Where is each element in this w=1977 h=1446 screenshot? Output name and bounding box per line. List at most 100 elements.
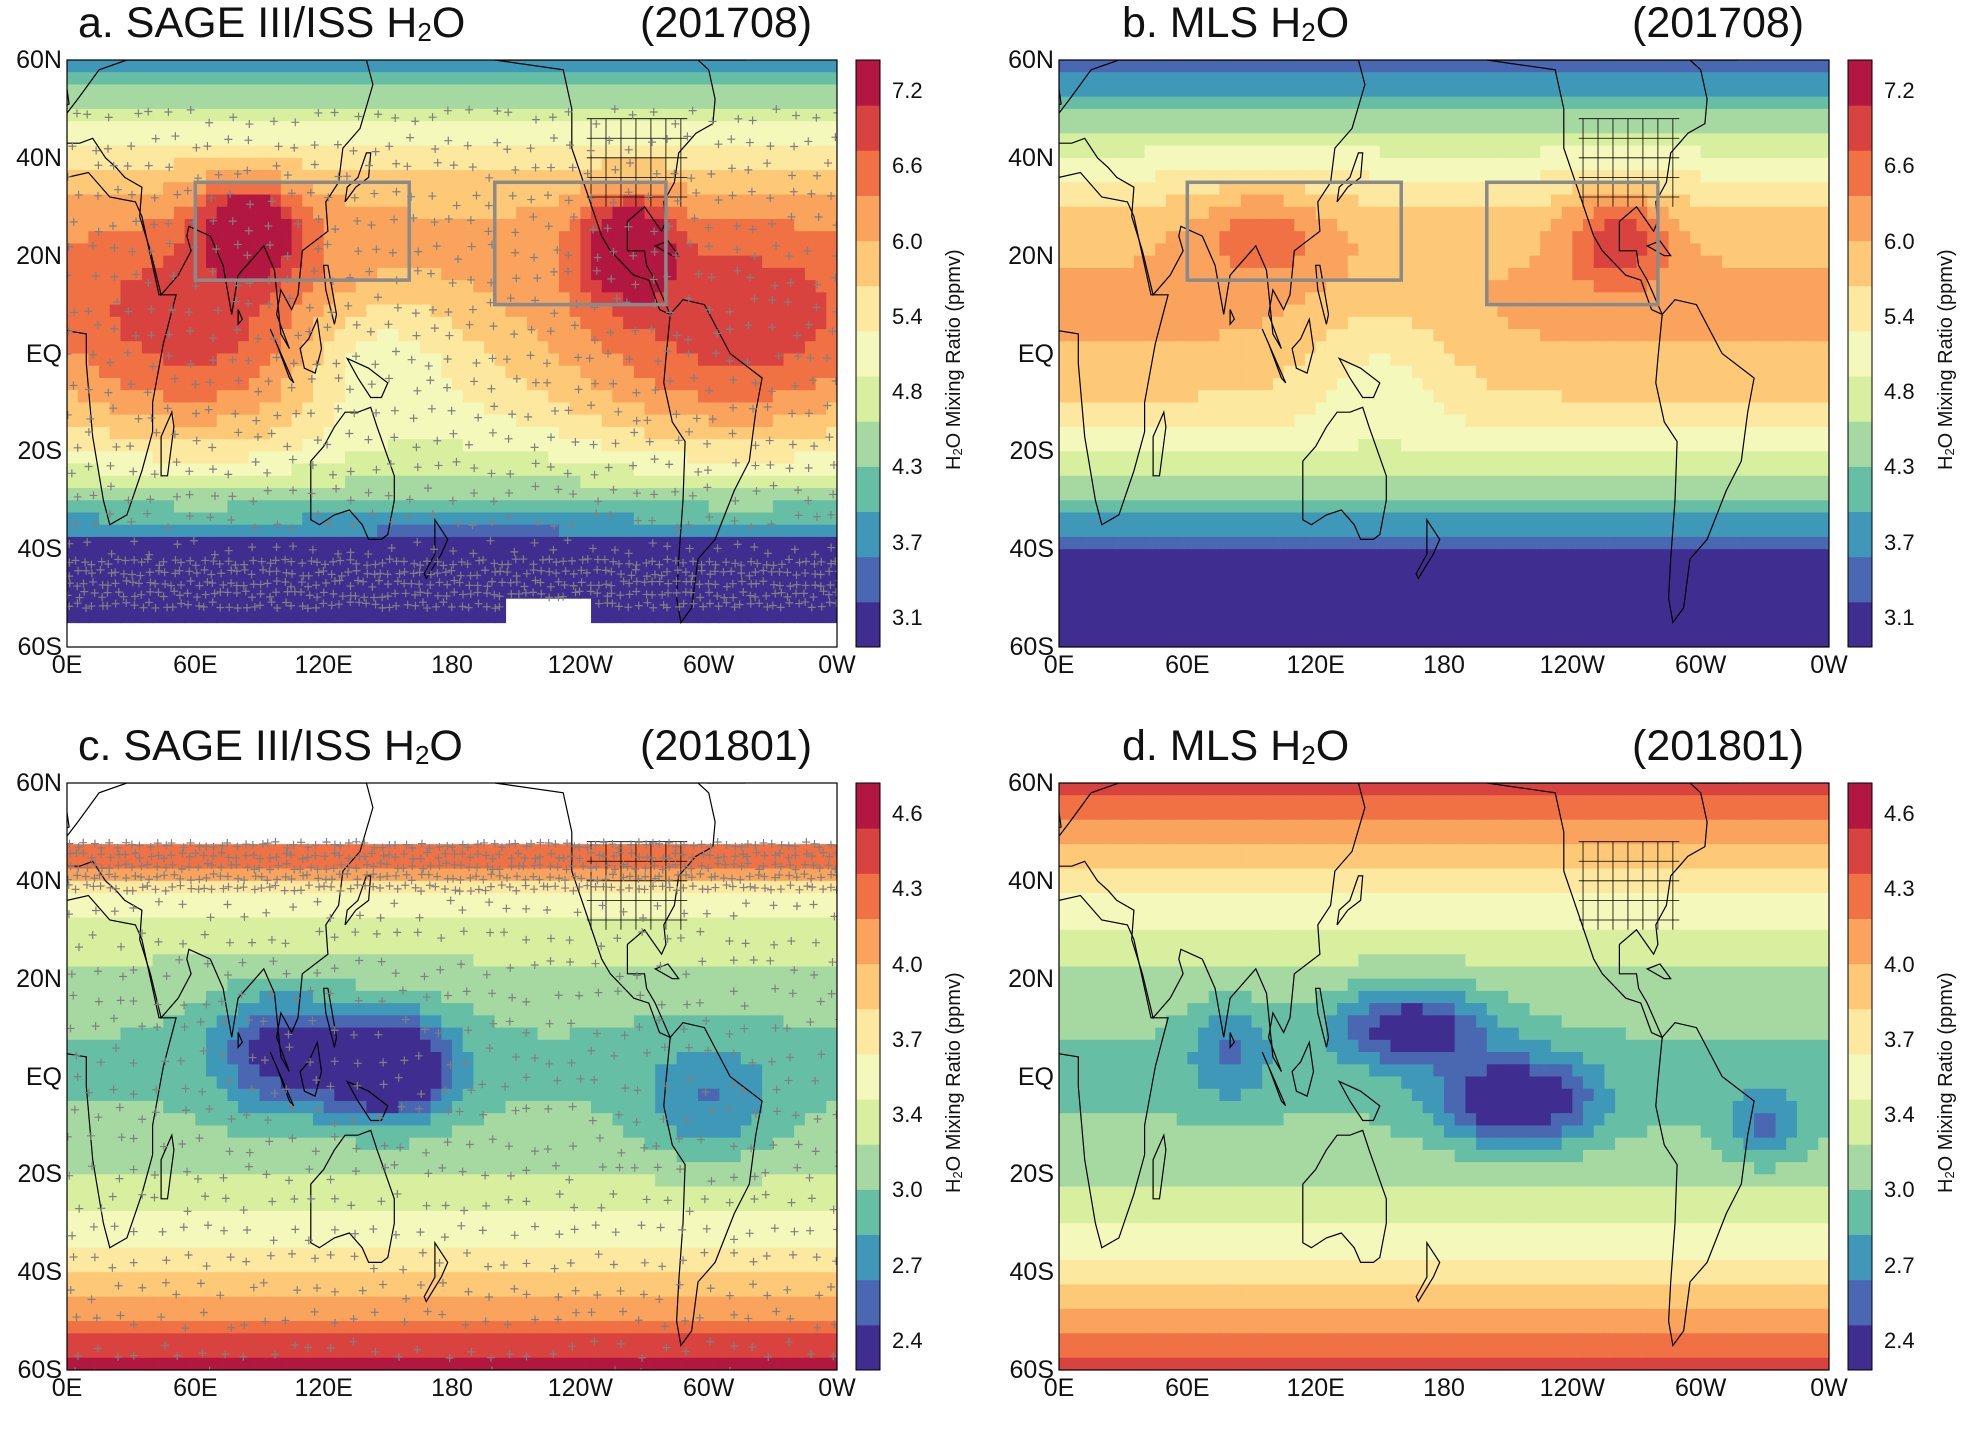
lat-tick-label: 20N <box>16 241 62 270</box>
lon-tick-label: 120W <box>1539 651 1605 679</box>
observation-markers <box>67 837 837 1370</box>
lat-tick-label: 20N <box>1008 241 1054 270</box>
map-frame <box>1058 782 1830 1371</box>
colorbar-swatch <box>856 376 880 422</box>
colorbar-swatch <box>1848 195 1872 242</box>
colorbar-tick-label: 4.3 <box>892 876 923 902</box>
lat-tick-label: EQ <box>25 1062 62 1091</box>
colorbar-swatch <box>856 556 880 603</box>
panel-b: b. MLS H2O (201708) 7.2 6.6 6.0 5.4 4.8 4.3 3.7 3… <box>992 0 1977 723</box>
colorbar-tick-label: 3.0 <box>892 1177 923 1203</box>
colorbar-tick-label: 7.2 <box>1884 78 1915 103</box>
colorbar <box>855 782 881 1371</box>
colorbar-tick-label: 2.7 <box>892 1252 923 1278</box>
colorbar-swatch <box>1848 1324 1872 1371</box>
colorbar-swatch <box>1848 150 1872 196</box>
colorbar-swatch <box>856 1144 880 1190</box>
map-svg <box>1058 782 1873 1371</box>
colorbar-swatch <box>1848 873 1872 919</box>
colorbar-swatch <box>856 1234 880 1281</box>
lat-tick-label: 20N <box>1008 964 1054 993</box>
colorbar-swatch <box>1848 1053 1872 1100</box>
region-box-north-america <box>493 180 668 307</box>
lon-tick-label: 180 <box>431 1374 473 1402</box>
lat-tick-label: 60S <box>1009 1356 1054 1384</box>
colorbar-tick-label: 4.3 <box>892 454 923 480</box>
colorbar-swatch <box>856 601 880 648</box>
lon-tick-label: 0E <box>1043 651 1075 679</box>
colorbar-swatch <box>856 1279 880 1326</box>
map-svg <box>66 59 881 648</box>
colorbar-swatch <box>856 285 880 332</box>
colorbar-tick-label: 4.6 <box>892 801 923 826</box>
colorbar-tick-label: 4.3 <box>1884 454 1915 480</box>
lat-tick-label: 60N <box>1008 46 1054 74</box>
colorbar-swatch <box>856 873 880 919</box>
colorbar-swatch <box>856 511 880 558</box>
contour-field <box>67 783 837 1370</box>
colorbar-tick-label: 6.6 <box>1884 153 1915 179</box>
colorbar-swatch <box>856 918 880 965</box>
lat-tick-label: 40S <box>1009 535 1054 564</box>
panel-title: a. SAGE III/ISS H2O <box>78 0 466 47</box>
panel-date: (201801) <box>1632 722 1805 770</box>
colorbar-title: H2O Mixing Ratio (ppmv) <box>943 249 965 470</box>
colorbar-swatch <box>1848 918 1872 965</box>
colorbar-swatch <box>856 1189 880 1236</box>
colorbar-tick-label: 4.0 <box>892 951 923 977</box>
lon-tick-label: 0W <box>1810 651 1848 679</box>
colorbar-title: H2O Mixing Ratio (ppmv) <box>1935 249 1957 470</box>
colorbar-swatch <box>856 421 880 467</box>
us-state-lines <box>586 118 688 207</box>
lon-tick-label: 120E <box>294 651 353 679</box>
colorbar-tick-label: 3.4 <box>892 1102 923 1128</box>
lon-tick-label: 0E <box>51 1374 83 1402</box>
colorbar-swatch <box>856 1053 880 1100</box>
colorbar-tick-label: 6.6 <box>892 153 923 179</box>
colorbar-swatch <box>1848 828 1872 874</box>
lat-tick-label: EQ <box>25 339 62 368</box>
lon-tick-label: 120W <box>1539 1374 1605 1402</box>
colorbar-tick-label: 3.1 <box>1884 605 1915 630</box>
colorbar-tick-label: 6.0 <box>1884 228 1915 254</box>
lat-tick-label: 40N <box>16 866 62 895</box>
lat-tick-label: 40N <box>16 143 62 172</box>
us-state-lines <box>1578 841 1680 930</box>
colorbar-tick-label: 3.7 <box>1884 529 1915 555</box>
colorbar-swatch <box>1848 1234 1872 1281</box>
panel-date: (201708) <box>640 0 813 47</box>
lat-tick-label: 40S <box>1009 1258 1054 1287</box>
colorbar-swatch <box>856 150 880 196</box>
map-frame <box>66 782 838 1371</box>
lon-tick-label: 180 <box>1423 651 1465 679</box>
colorbar-swatch <box>1848 511 1872 558</box>
lon-tick-label: 180 <box>1423 1374 1465 1402</box>
colorbar-tick-label: 2.7 <box>1884 1252 1915 1278</box>
map-frame <box>66 59 838 648</box>
panel-title: b. MLS H2O <box>1122 0 1350 47</box>
lat-tick-label: EQ <box>1017 1062 1054 1091</box>
colorbar-tick-label: 3.7 <box>1884 1026 1915 1052</box>
colorbar-swatch <box>856 330 880 377</box>
lon-tick-label: 60W <box>1674 651 1727 679</box>
colorbar-swatch <box>856 963 880 1010</box>
colorbar-tick-label: 4.8 <box>892 379 923 405</box>
lon-tick-label: 60E <box>1165 1374 1210 1402</box>
coastlines <box>1059 783 1755 1347</box>
colorbar-swatch <box>856 783 880 829</box>
colorbar-tick-label: 3.4 <box>1884 1102 1915 1128</box>
colorbar-swatch <box>1848 1099 1872 1145</box>
colorbar-tick-label: 3.7 <box>892 529 923 555</box>
colorbar-swatch <box>1848 963 1872 1010</box>
colorbar-swatch <box>856 240 880 287</box>
lon-tick-label: 60W <box>1674 1374 1727 1402</box>
colorbar-swatch <box>1848 1279 1872 1326</box>
lat-tick-label: 60N <box>16 769 62 797</box>
lon-tick-label: 120E <box>1286 651 1345 679</box>
lon-tick-label: 0E <box>1043 1374 1075 1402</box>
colorbar-tick-label: 6.0 <box>892 228 923 254</box>
colorbar-swatch <box>856 1099 880 1145</box>
lon-tick-label: 120E <box>294 1374 353 1402</box>
panel-a: a. SAGE III/ISS H2O (201708) 7.2 6.6 6.0 5.4 4… <box>0 0 985 723</box>
lon-tick-label: 120E <box>1286 1374 1345 1402</box>
